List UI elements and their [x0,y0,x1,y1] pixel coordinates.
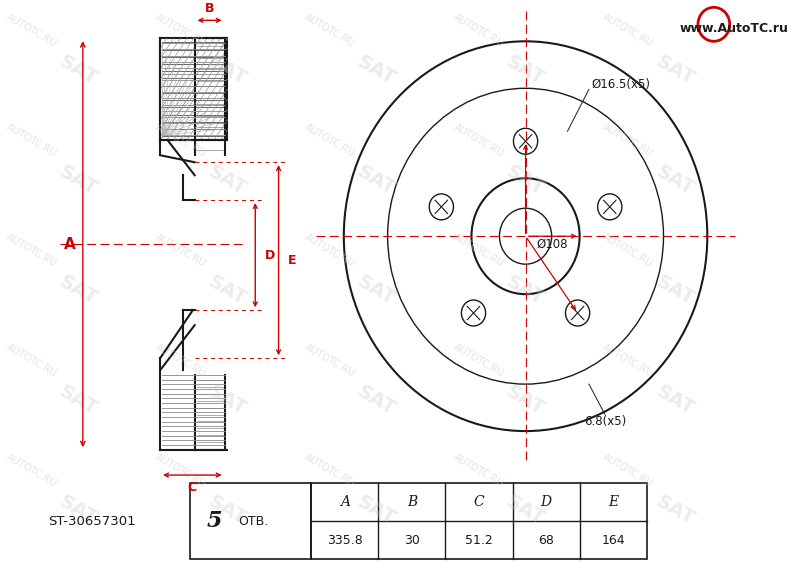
Text: AUTOTC.RU: AUTOTC.RU [154,232,207,269]
Text: C: C [474,495,484,509]
Text: SAT: SAT [205,492,250,528]
Text: 164: 164 [602,533,625,547]
Text: SAT: SAT [205,382,250,419]
Bar [311,483,646,559]
Text: AUTOTC.RU: AUTOTC.RU [154,12,207,49]
Text: SAT: SAT [205,272,250,309]
Text: A: A [64,237,76,252]
Text: AUTOTC.RU: AUTOTC.RU [154,342,207,379]
Text: SAT: SAT [56,272,101,309]
Text: 335.8: 335.8 [327,533,362,547]
Bar [190,483,311,559]
Text: 5: 5 [206,510,222,532]
Text: 68: 68 [538,533,554,547]
Text: AUTOTC.RU: AUTOTC.RU [5,122,58,159]
Text: SAT: SAT [652,162,697,199]
Text: AUTOTC.RU: AUTOTC.RU [602,122,655,159]
Text: SAT: SAT [56,162,101,199]
Text: AUTOTC.RU: AUTOTC.RU [303,452,357,488]
Text: OTB.: OTB. [238,515,269,528]
Text: AUTOTC.RU: AUTOTC.RU [452,452,506,488]
Text: AUTOTC.RU: AUTOTC.RU [154,122,207,159]
Text: B: B [205,2,214,15]
Text: D: D [541,495,552,509]
Text: 6.8(x5): 6.8(x5) [584,415,626,427]
Text: SAT: SAT [503,382,548,419]
Text: AUTOTC.RU: AUTOTC.RU [303,342,357,379]
Text: AUTOTC.RU: AUTOTC.RU [303,232,357,269]
Text: SAT: SAT [652,52,697,89]
Text: AUTOTC.RU: AUTOTC.RU [602,232,655,269]
Text: SAT: SAT [503,52,548,89]
Text: SAT: SAT [56,52,101,89]
Text: SAT: SAT [354,382,399,419]
Text: SAT: SAT [652,492,697,528]
Text: ST-30657301: ST-30657301 [48,515,136,528]
Text: 51.2: 51.2 [465,533,493,547]
Text: SAT: SAT [503,272,548,309]
Text: AUTOTC.RU: AUTOTC.RU [154,452,207,488]
Text: A: A [340,495,350,509]
Text: AUTOTC.RU: AUTOTC.RU [303,12,357,49]
Text: SAT: SAT [205,52,250,89]
Text: SAT: SAT [652,382,697,419]
Text: SAT: SAT [205,162,250,199]
Text: SAT: SAT [56,492,101,528]
Text: 30: 30 [404,533,420,547]
Text: SAT: SAT [354,492,399,528]
Text: www.AutoTC.ru: www.AutoTC.ru [679,22,788,36]
Text: B: B [406,495,417,509]
Text: AUTOTC.RU: AUTOTC.RU [5,12,58,49]
Text: AUTOTC.RU: AUTOTC.RU [602,452,655,488]
Text: D: D [265,249,275,262]
Text: AUTOTC.RU: AUTOTC.RU [452,122,506,159]
Text: AUTOTC.RU: AUTOTC.RU [5,452,58,488]
Text: E: E [288,254,296,266]
Text: SAT: SAT [354,52,399,89]
Text: AUTOTC.RU: AUTOTC.RU [303,122,357,159]
Text: AUTOTC.RU: AUTOTC.RU [452,232,506,269]
Text: AUTOTC.RU: AUTOTC.RU [5,232,58,269]
Text: SAT: SAT [652,272,697,309]
Text: AUTOTC.RU: AUTOTC.RU [5,342,58,379]
Text: AUTOTC.RU: AUTOTC.RU [602,12,655,49]
Text: AUTOTC.RU: AUTOTC.RU [602,342,655,379]
Text: Ø108: Ø108 [537,238,568,251]
Text: AUTOTC.RU: AUTOTC.RU [452,342,506,379]
Text: C: C [188,481,197,493]
Text: AUTOTC.RU: AUTOTC.RU [452,12,506,49]
Text: E: E [608,495,618,509]
Text: SAT: SAT [503,162,548,199]
Text: Ø16.5(x5): Ø16.5(x5) [592,78,650,91]
Text: SAT: SAT [354,272,399,309]
Text: SAT: SAT [354,162,399,199]
Text: SAT: SAT [503,492,548,528]
Text: SAT: SAT [56,382,101,419]
